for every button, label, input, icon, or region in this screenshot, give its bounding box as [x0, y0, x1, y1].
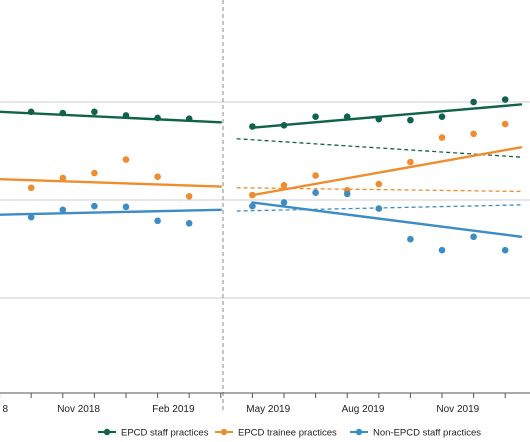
data-point [91, 108, 98, 116]
data-point [154, 114, 161, 122]
x-tick-label: Aug 2019 [342, 404, 385, 415]
gridlines [0, 101, 530, 299]
data-point [501, 246, 509, 254]
post-trend-line [251, 146, 523, 197]
data-point [375, 180, 383, 188]
data-point [249, 191, 256, 199]
x-tick-label-partial: 8 [2, 404, 8, 415]
data-point [185, 219, 193, 227]
pre-trend-line [0, 177, 223, 188]
data-point [501, 96, 509, 103]
data-point [280, 182, 288, 189]
legend-label: EPCD trainee practices [238, 428, 337, 439]
data-point [438, 113, 446, 120]
data-point [280, 121, 288, 129]
counterfactual-line [236, 138, 522, 158]
data-point [122, 112, 130, 119]
data-point [249, 123, 256, 130]
data-point [407, 158, 414, 166]
data-point [375, 205, 383, 212]
legend: EPCD staff practices EPCD trainee practic… [98, 428, 481, 439]
data-point [27, 213, 35, 221]
x-tick-label: Nov 2019 [436, 404, 479, 415]
post-trend-line [251, 201, 523, 238]
data-point [501, 120, 509, 128]
data-point [91, 202, 98, 210]
data-point [154, 173, 161, 181]
x-tick-label: May 2019 [246, 404, 290, 415]
data-point [343, 113, 351, 120]
data-points [27, 96, 509, 254]
data-point [470, 233, 477, 241]
data-point [122, 203, 130, 211]
data-point [59, 206, 67, 214]
data-point [470, 98, 477, 106]
data-point [185, 193, 193, 200]
data-point [438, 134, 446, 141]
legend-swatch-dot [355, 428, 363, 436]
data-point [438, 246, 446, 254]
data-point [312, 172, 319, 179]
data-point [407, 116, 414, 124]
legend-label: EPCD staff practices [121, 428, 209, 439]
data-point [407, 235, 414, 243]
data-point [185, 115, 193, 122]
data-point [249, 202, 256, 210]
legend-swatch-dot [103, 428, 111, 436]
data-point [27, 108, 35, 116]
x-axis: Nov 2018 Feb 2019 May 2019 Aug 2019 Nov 2019… [0, 392, 530, 415]
data-point [91, 169, 98, 177]
data-point [470, 130, 477, 138]
trend-lines [0, 103, 523, 238]
legend-label: Non-EPCD staff practices [373, 428, 481, 439]
data-point [375, 115, 383, 123]
data-point [59, 109, 67, 117]
data-point [280, 199, 288, 206]
data-point [59, 174, 67, 182]
data-point [27, 184, 35, 192]
data-point [312, 113, 319, 120]
data-point [154, 217, 161, 225]
counterfactual-line [236, 187, 522, 193]
data-point [312, 189, 319, 196]
data-point [343, 190, 351, 198]
x-tick-label: Feb 2019 [152, 404, 195, 415]
pre-trend-line [0, 208, 223, 216]
x-tick-label: Nov 2018 [57, 404, 100, 415]
legend-swatch-dot [220, 428, 228, 436]
post-trend-line [251, 103, 523, 129]
pre-trend-line [0, 110, 223, 124]
data-point [122, 156, 130, 163]
